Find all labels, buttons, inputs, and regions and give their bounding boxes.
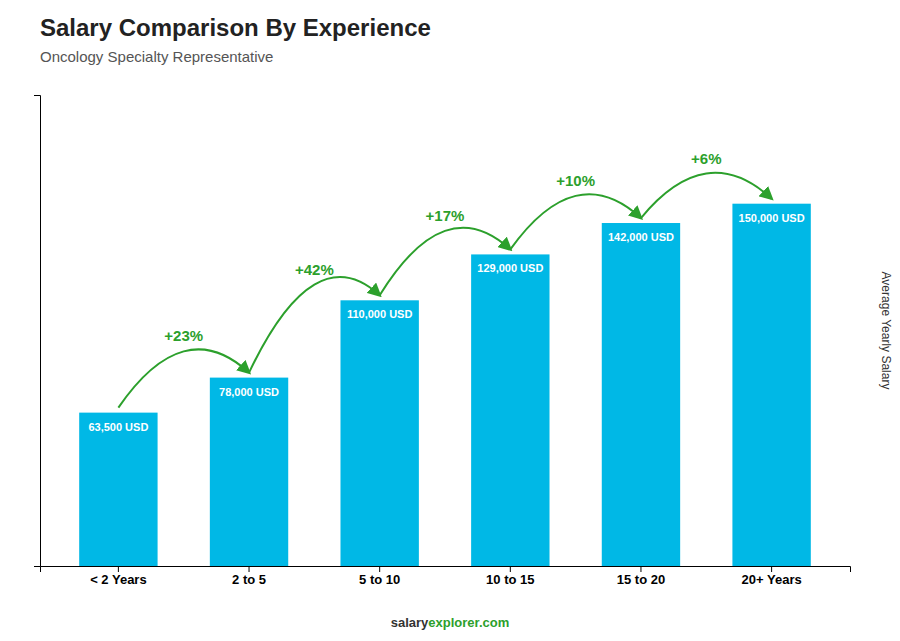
footer-part: explorer.com	[428, 615, 509, 630]
x-tick-mark	[249, 566, 250, 572]
x-tick-label: 2 to 5	[232, 572, 266, 587]
x-tick: < 2 Years	[90, 566, 147, 587]
data-label: 78,000 USD	[219, 386, 279, 398]
bars	[79, 204, 811, 566]
x-tick: 15 to 20	[617, 566, 665, 587]
chart: Salary Comparison By Experience Oncology …	[0, 0, 900, 641]
change-label: +17%	[426, 207, 465, 224]
x-tick-label: < 2 Years	[90, 572, 147, 587]
footer: salaryexplorer.com	[391, 615, 510, 630]
change-annotations: +23% +42% +17% +10% +6%	[118, 150, 771, 408]
y-axis-title: Average Yearly Salary	[879, 272, 893, 390]
change-arrow	[249, 277, 380, 373]
x-tick: 5 to 10	[359, 566, 400, 587]
data-label: 63,500 USD	[88, 421, 148, 433]
x-tick-mark	[379, 566, 380, 572]
data-label: 110,000 USD	[347, 308, 412, 320]
change-label: +6%	[691, 150, 721, 167]
change-arrow	[641, 173, 772, 218]
plot: < 2 Years 2 to 5 5 to 10 10 to 15 15 to 20 20…	[34, 96, 851, 588]
x-tick-mark	[771, 566, 772, 572]
x-axis: < 2 Years 2 to 5 5 to 10 10 to 15 15 to 20 20…	[41, 566, 851, 587]
bar	[732, 204, 810, 566]
change-label: +10%	[556, 172, 595, 189]
bar	[340, 300, 418, 566]
x-tick: 2 to 5	[232, 566, 266, 587]
x-tick: 10 to 15	[486, 566, 534, 587]
x-tick-label: 10 to 15	[486, 572, 534, 587]
footer-part: salary	[391, 615, 429, 630]
title: Salary Comparison By Experience	[40, 14, 431, 41]
bar	[210, 378, 288, 566]
data-labels: 63,500 USD 78,000 USD 110,000 USD 129,000 U…	[88, 212, 804, 433]
bar	[602, 223, 680, 566]
change-arrow	[118, 349, 249, 407]
x-tick-mark	[640, 566, 641, 572]
change-arrow	[510, 194, 641, 249]
change-label: +23%	[164, 327, 203, 344]
x-tick-mark	[510, 566, 511, 572]
data-label: 129,000 USD	[477, 262, 543, 274]
x-tick-mark	[118, 566, 119, 572]
subtitle: Oncology Specialty Representative	[40, 48, 273, 65]
y-axis-line	[34, 96, 41, 567]
bar	[471, 254, 549, 566]
change-label: +42%	[295, 261, 334, 278]
data-label: 142,000 USD	[608, 231, 674, 243]
y-axis	[34, 96, 41, 567]
bar	[79, 413, 157, 566]
x-axis-line	[41, 567, 851, 573]
data-label: 150,000 USD	[739, 212, 805, 224]
change-arrow	[380, 228, 511, 296]
x-tick-label: 15 to 20	[617, 572, 665, 587]
x-tick-label: 20+ Years	[742, 572, 802, 587]
x-tick-label: 5 to 10	[359, 572, 400, 587]
x-tick: 20+ Years	[742, 566, 802, 587]
